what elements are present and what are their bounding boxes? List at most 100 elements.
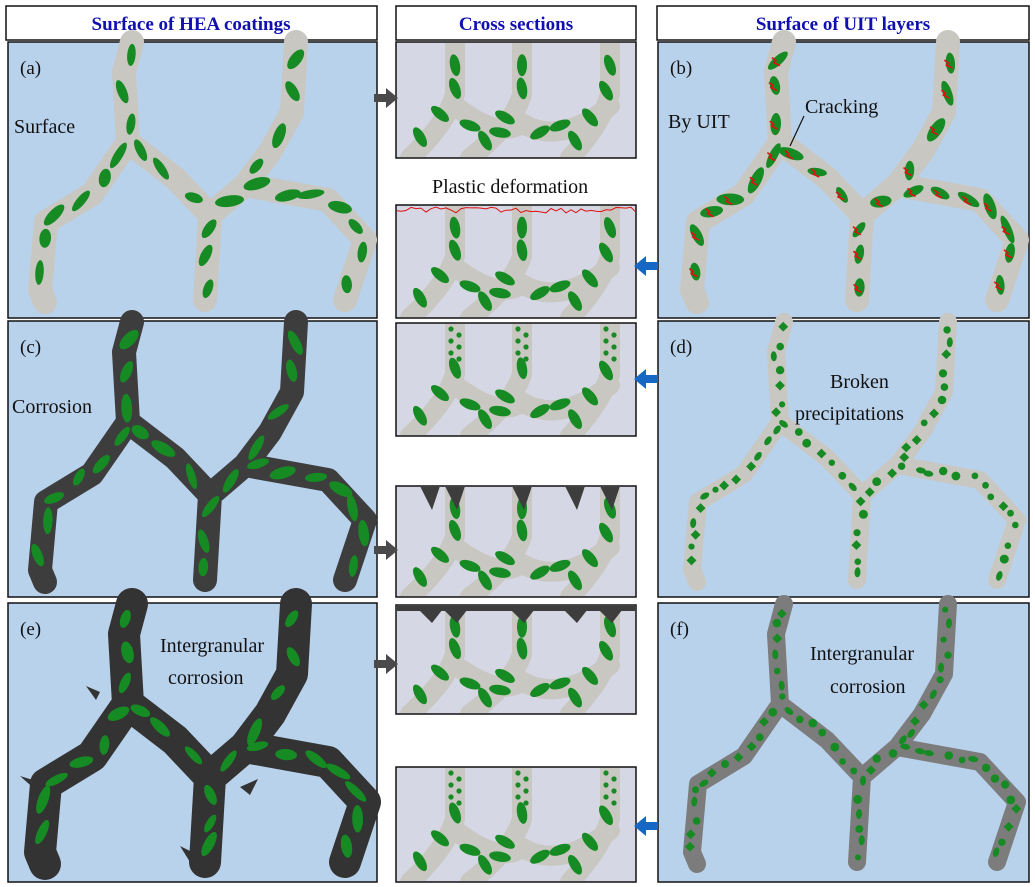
precipitate: [430, 830, 450, 847]
broken-precipitates: [686, 321, 1019, 581]
broken-precipitate: [1007, 509, 1014, 517]
precipitate: [448, 357, 462, 379]
precipitate: [222, 469, 239, 493]
precipitate: [517, 54, 527, 77]
broken-precipitate: [759, 716, 769, 727]
broken-precipitate: [776, 342, 784, 351]
precipitate: [599, 360, 613, 381]
precipitate: [690, 262, 701, 281]
header-right-text: Surface of UIT layers: [756, 14, 930, 35]
broken-precipitate: [686, 555, 697, 566]
broken-precipitate: [779, 401, 786, 408]
precipitate: [549, 398, 571, 411]
crack: [853, 283, 862, 294]
precipitate: [516, 802, 528, 824]
precipitate: [272, 123, 287, 149]
precipitate: [516, 519, 528, 542]
precipitate: [495, 834, 515, 849]
precipitate: [134, 139, 148, 161]
precipitate: [31, 543, 44, 567]
broken-precipitate: [968, 756, 979, 763]
broken-precipitate: [764, 436, 772, 446]
precipitate: [119, 329, 139, 350]
precipitate: [489, 567, 511, 578]
panel-a-label: Surface: [14, 116, 75, 138]
broken-precipitate: [929, 689, 937, 699]
crack: [768, 81, 778, 92]
precipitate: [459, 280, 481, 293]
panel-d: (d) Broken precipitations: [657, 321, 1030, 598]
broken-precipitate: [778, 680, 785, 691]
broken-precipitate: [773, 425, 781, 435]
crack: [1003, 249, 1013, 259]
precipitate: [945, 52, 956, 74]
precipitate: [329, 481, 353, 497]
precipitate: [430, 105, 450, 122]
precipitate: [198, 557, 209, 577]
broken-precipitate: [775, 380, 785, 391]
precipitate: [449, 54, 461, 77]
broken-precipitate: [690, 518, 697, 529]
precipitate: [516, 357, 528, 380]
precipitate: [304, 472, 328, 482]
broken-precipitate: [611, 356, 617, 362]
panel-e-tag: (e): [20, 619, 41, 640]
broken-precipitate: [688, 543, 695, 550]
precipitate: [459, 559, 481, 572]
broken-precipitate: [939, 466, 948, 476]
precipitate: [983, 193, 997, 220]
arrow-right-icon: [374, 654, 398, 674]
broken-precipitate: [523, 344, 529, 350]
precipitate: [215, 195, 244, 208]
broken-precipitate: [830, 742, 840, 752]
precipitate: [549, 843, 571, 856]
broken-precipitate: [1000, 780, 1010, 789]
broken-precipitate: [854, 567, 861, 578]
cross-section: [395, 322, 637, 437]
crack: [690, 231, 700, 241]
header-right: Surface of UIT layers: [656, 5, 1030, 41]
broken-precipitate: [838, 471, 847, 480]
broken-precipitate: [523, 332, 529, 338]
precipitate: [285, 610, 299, 628]
precipitate: [348, 555, 358, 577]
precipitate: [296, 189, 325, 199]
broken-precipitate: [721, 760, 729, 768]
broken-precipitate: [839, 758, 846, 765]
precipitates: [35, 609, 367, 858]
precipitate: [459, 398, 481, 411]
broken-precipitate: [858, 835, 865, 846]
broken-precipitate: [515, 782, 521, 788]
cross-section: [395, 604, 637, 715]
broken-precipitate: [603, 350, 609, 356]
broken-precipitate: [796, 715, 804, 724]
broken-precipitate: [941, 349, 952, 360]
precipitate: [926, 118, 946, 142]
precipitate: [36, 785, 51, 814]
panel-e-label-2: corrosion: [168, 667, 244, 689]
broken-precipitate: [899, 735, 907, 745]
broken-precipitate: [515, 350, 521, 356]
precipitate: [766, 143, 781, 168]
broken-precipitate: [456, 800, 462, 806]
precipitate: [198, 244, 213, 267]
precipitate: [126, 113, 136, 135]
precipitate: [247, 718, 263, 746]
precipitate: [243, 176, 271, 191]
precipitate: [274, 189, 301, 202]
precipitate: [568, 687, 582, 708]
broken-precipitate: [938, 369, 948, 378]
precipitate: [246, 741, 269, 752]
panel-b: (b) By UIT Cracking: [657, 42, 1030, 319]
precipitate: [581, 832, 599, 851]
precipitate: [530, 125, 550, 140]
precipitate: [495, 110, 515, 125]
precipitate: [201, 219, 217, 239]
precipitate: [778, 147, 804, 161]
broken-precipitate: [768, 707, 778, 717]
precipitate: [121, 641, 134, 664]
precipitate: [495, 389, 515, 404]
broken-precipitate: [794, 428, 803, 436]
broken-precipitate: [872, 477, 882, 486]
crack: [962, 195, 971, 206]
